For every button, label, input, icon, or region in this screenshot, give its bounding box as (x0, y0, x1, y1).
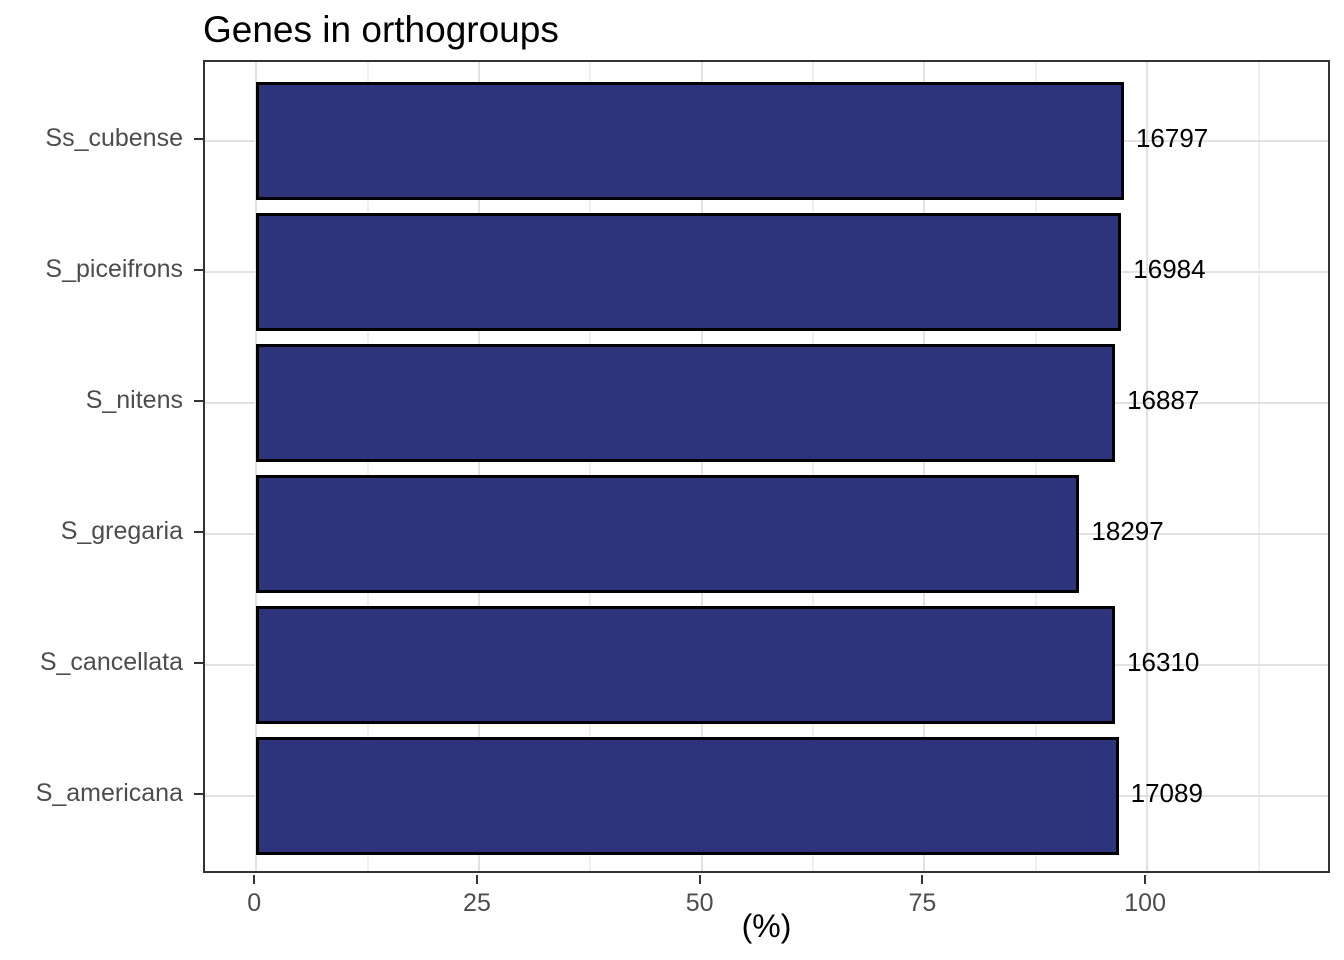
gridline-major-vertical (923, 62, 926, 871)
bar-value-label-S_piceifrons: 16984 (1133, 253, 1206, 284)
gridline-major-vertical (700, 62, 703, 871)
chart-title: Genes in orthogroups (203, 9, 559, 50)
x-axis-tick (698, 875, 701, 884)
y-axis-label-Ss_cubense: Ss_cubense (45, 123, 183, 152)
y-axis-tick (194, 399, 203, 402)
bar-S_gregaria (256, 475, 1080, 594)
x-axis-tick (475, 875, 478, 884)
plot-panel (203, 60, 1330, 873)
bar-value-label-S_cancellata: 16310 (1127, 647, 1200, 678)
gridline-major-vertical (1146, 62, 1149, 871)
bar-S_nitens (256, 343, 1116, 462)
y-axis-tick (194, 662, 203, 665)
x-axis-title: (%) (741, 908, 792, 944)
x-axis-tick-label: 100 (1124, 889, 1166, 917)
y-axis-label-S_gregaria: S_gregaria (60, 516, 183, 545)
bar-value-label-S_americana: 17089 (1130, 778, 1203, 809)
bar-value-label-Ss_cubense: 16797 (1135, 122, 1209, 153)
bar-Ss_cubense (256, 81, 1124, 200)
bar-value-label-S_gregaria: 18297 (1091, 515, 1164, 546)
gridline-minor-vertical (589, 62, 592, 871)
x-axis-tick-label: 0 (247, 889, 262, 917)
y-axis-tick (194, 137, 203, 140)
y-axis-label-S_piceifrons: S_piceifrons (45, 254, 183, 283)
x-axis-tick-label: 75 (908, 889, 937, 917)
x-axis-tick (1144, 875, 1147, 884)
gridline-minor-vertical (366, 62, 369, 871)
bar-S_piceifrons (256, 212, 1122, 331)
gridline-minor-vertical (1257, 62, 1260, 871)
gridline-major-vertical (477, 62, 480, 871)
x-axis-tick-label: 50 (685, 889, 714, 917)
y-axis-tick (194, 793, 203, 796)
y-axis-label-S_americana: S_americana (35, 779, 183, 808)
y-axis-label-S_cancellata: S_cancellata (39, 648, 183, 677)
gridline-minor-vertical (812, 62, 815, 871)
x-axis-tick-label: 25 (463, 889, 491, 917)
y-axis-tick (194, 531, 203, 534)
x-axis-tick (253, 875, 256, 884)
y-axis-label-S_nitens: S_nitens (85, 385, 183, 414)
gridline-minor-vertical (1034, 62, 1037, 871)
y-axis-tick (194, 268, 203, 271)
bar-value-label-S_nitens: 16887 (1127, 384, 1200, 415)
x-axis-tick (921, 875, 924, 884)
bar-S_cancellata (256, 606, 1116, 725)
gridline-major-vertical (255, 62, 258, 871)
bar-S_americana (256, 737, 1119, 856)
